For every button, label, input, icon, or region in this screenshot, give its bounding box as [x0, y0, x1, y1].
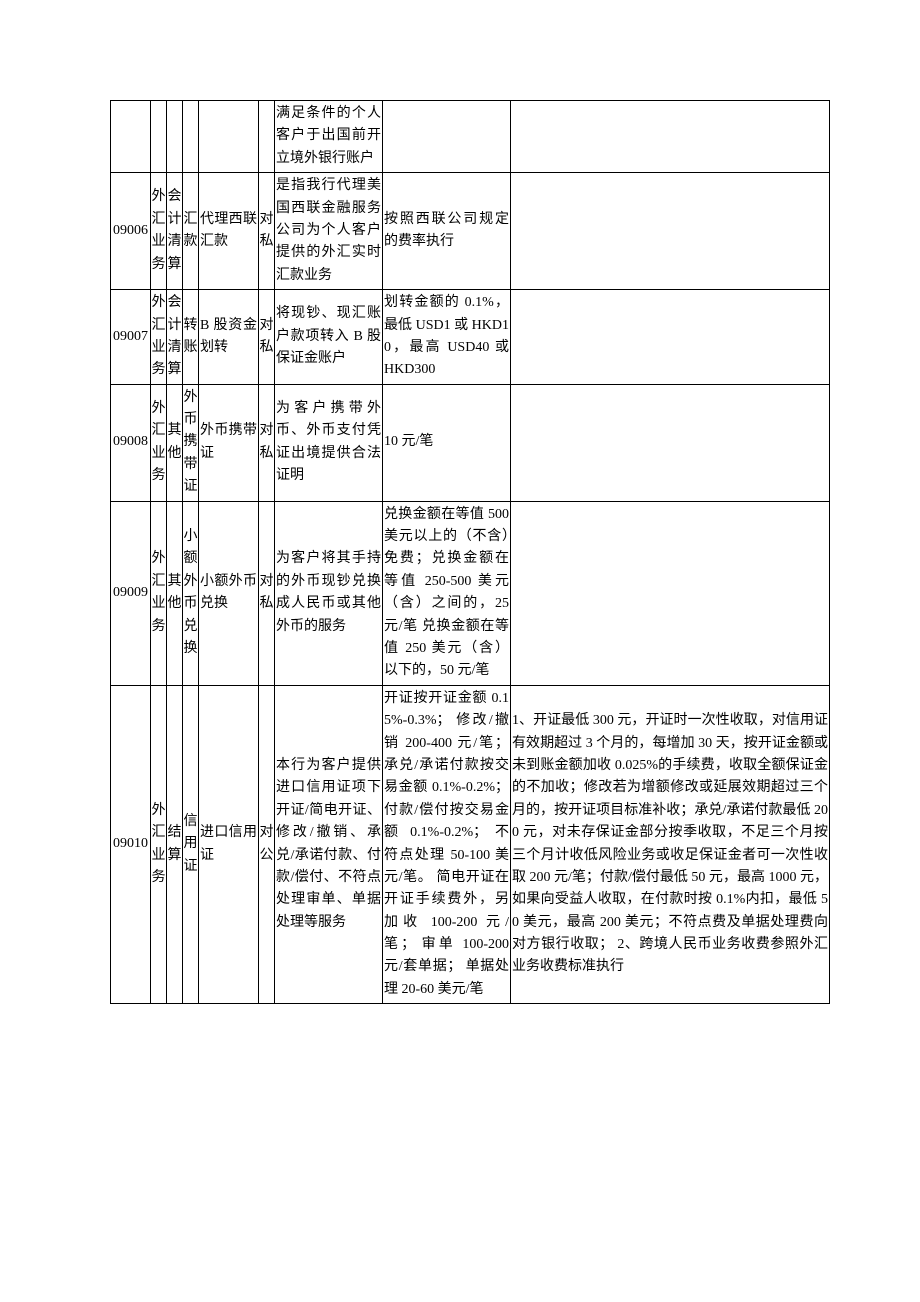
cell-price: 10 元/笔: [383, 384, 511, 501]
cell-cat1: 外汇业务: [151, 173, 167, 290]
cell-name: B 股资金划转: [199, 290, 259, 385]
cell-notes: [511, 501, 830, 685]
cell-cat3: 小额外币兑换: [183, 501, 199, 685]
cell-price: 兑换金额在等值 500 美元以上的（不含）免费；兑换金额在等值 250-500 …: [383, 501, 511, 685]
cell-cat2: [167, 101, 183, 173]
cell-name: 外币携带证: [199, 384, 259, 501]
cell-cat3: 信用证: [183, 685, 199, 1003]
cell-cat1: [151, 101, 167, 173]
table-row: 满足条件的个人客户于出国前开立境外银行账户: [111, 101, 830, 173]
cell-code: 09010: [111, 685, 151, 1003]
cell-obj: 对私: [259, 501, 275, 685]
cell-name: 进口信用证: [199, 685, 259, 1003]
cell-cat1: 外汇业务: [151, 685, 167, 1003]
cell-obj: 对公: [259, 685, 275, 1003]
cell-notes: [511, 173, 830, 290]
cell-code: [111, 101, 151, 173]
cell-obj: 对私: [259, 290, 275, 385]
table-row: 09010 外汇业务 结算 信用证 进口信用证 对公 本行为客户提供进口信用证项…: [111, 685, 830, 1003]
cell-desc: 是指我行代理美国西联金融服务公司为个人客户提供的外汇实时汇款业务: [275, 173, 383, 290]
cell-desc: 为客户将其手持的外币现钞兑换成人民币或其他外币的服务: [275, 501, 383, 685]
cell-name: 小额外币兑换: [199, 501, 259, 685]
cell-cat1: 外汇业务: [151, 290, 167, 385]
table-row: 09007 外汇业务 会计清算 转账 B 股资金划转 对私 将现钞、现汇账户款项…: [111, 290, 830, 385]
cell-cat3: [183, 101, 199, 173]
cell-cat1: 外汇业务: [151, 501, 167, 685]
cell-notes: [511, 101, 830, 173]
cell-code: 09006: [111, 173, 151, 290]
fee-table: 满足条件的个人客户于出国前开立境外银行账户 09006 外汇业务 会计清算 汇款…: [110, 100, 830, 1004]
cell-name: [199, 101, 259, 173]
cell-desc: 将现钞、现汇账户款项转入 B 股保证金账户: [275, 290, 383, 385]
cell-cat2: 会计清算: [167, 290, 183, 385]
cell-notes: [511, 384, 830, 501]
cell-obj: 对私: [259, 384, 275, 501]
cell-price: 划转金额的 0.1%，最低 USD1 或 HKD10，最高 USD40 或 HK…: [383, 290, 511, 385]
fee-table-body: 满足条件的个人客户于出国前开立境外银行账户 09006 外汇业务 会计清算 汇款…: [111, 101, 830, 1004]
cell-obj: 对私: [259, 173, 275, 290]
cell-obj: [259, 101, 275, 173]
table-row: 09009 外汇业务 其他 小额外币兑换 小额外币兑换 对私 为客户将其手持的外…: [111, 501, 830, 685]
document-page: 满足条件的个人客户于出国前开立境外银行账户 09006 外汇业务 会计清算 汇款…: [0, 0, 920, 1302]
cell-notes: 1、开证最低 300 元，开证时一次性收取，对信用证有效期超过 3 个月的，每增…: [511, 685, 830, 1003]
cell-desc: 为客户携带外币、外币支付凭证出境提供合法证明: [275, 384, 383, 501]
cell-desc: 满足条件的个人客户于出国前开立境外银行账户: [275, 101, 383, 173]
cell-desc: 本行为客户提供进口信用证项下开证/简电开证、修改/撤销、承兑/承诺付款、付款/偿…: [275, 685, 383, 1003]
cell-code: 09008: [111, 384, 151, 501]
cell-price: [383, 101, 511, 173]
cell-cat2: 会计清算: [167, 173, 183, 290]
cell-cat2: 其他: [167, 384, 183, 501]
cell-code: 09009: [111, 501, 151, 685]
cell-cat3: 转账: [183, 290, 199, 385]
cell-code: 09007: [111, 290, 151, 385]
cell-cat2: 结算: [167, 685, 183, 1003]
cell-price: 按照西联公司规定的费率执行: [383, 173, 511, 290]
cell-cat3: 外币携带证: [183, 384, 199, 501]
cell-cat2: 其他: [167, 501, 183, 685]
cell-cat1: 外汇业务: [151, 384, 167, 501]
table-row: 09008 外汇业务 其他 外币携带证 外币携带证 对私 为客户携带外币、外币支…: [111, 384, 830, 501]
cell-notes: [511, 290, 830, 385]
cell-cat3: 汇款: [183, 173, 199, 290]
cell-name: 代理西联汇款: [199, 173, 259, 290]
cell-price: 开证按开证金额 0.15%-0.3%； 修改/撤销 200-400 元/笔； 承…: [383, 685, 511, 1003]
table-row: 09006 外汇业务 会计清算 汇款 代理西联汇款 对私 是指我行代理美国西联金…: [111, 173, 830, 290]
